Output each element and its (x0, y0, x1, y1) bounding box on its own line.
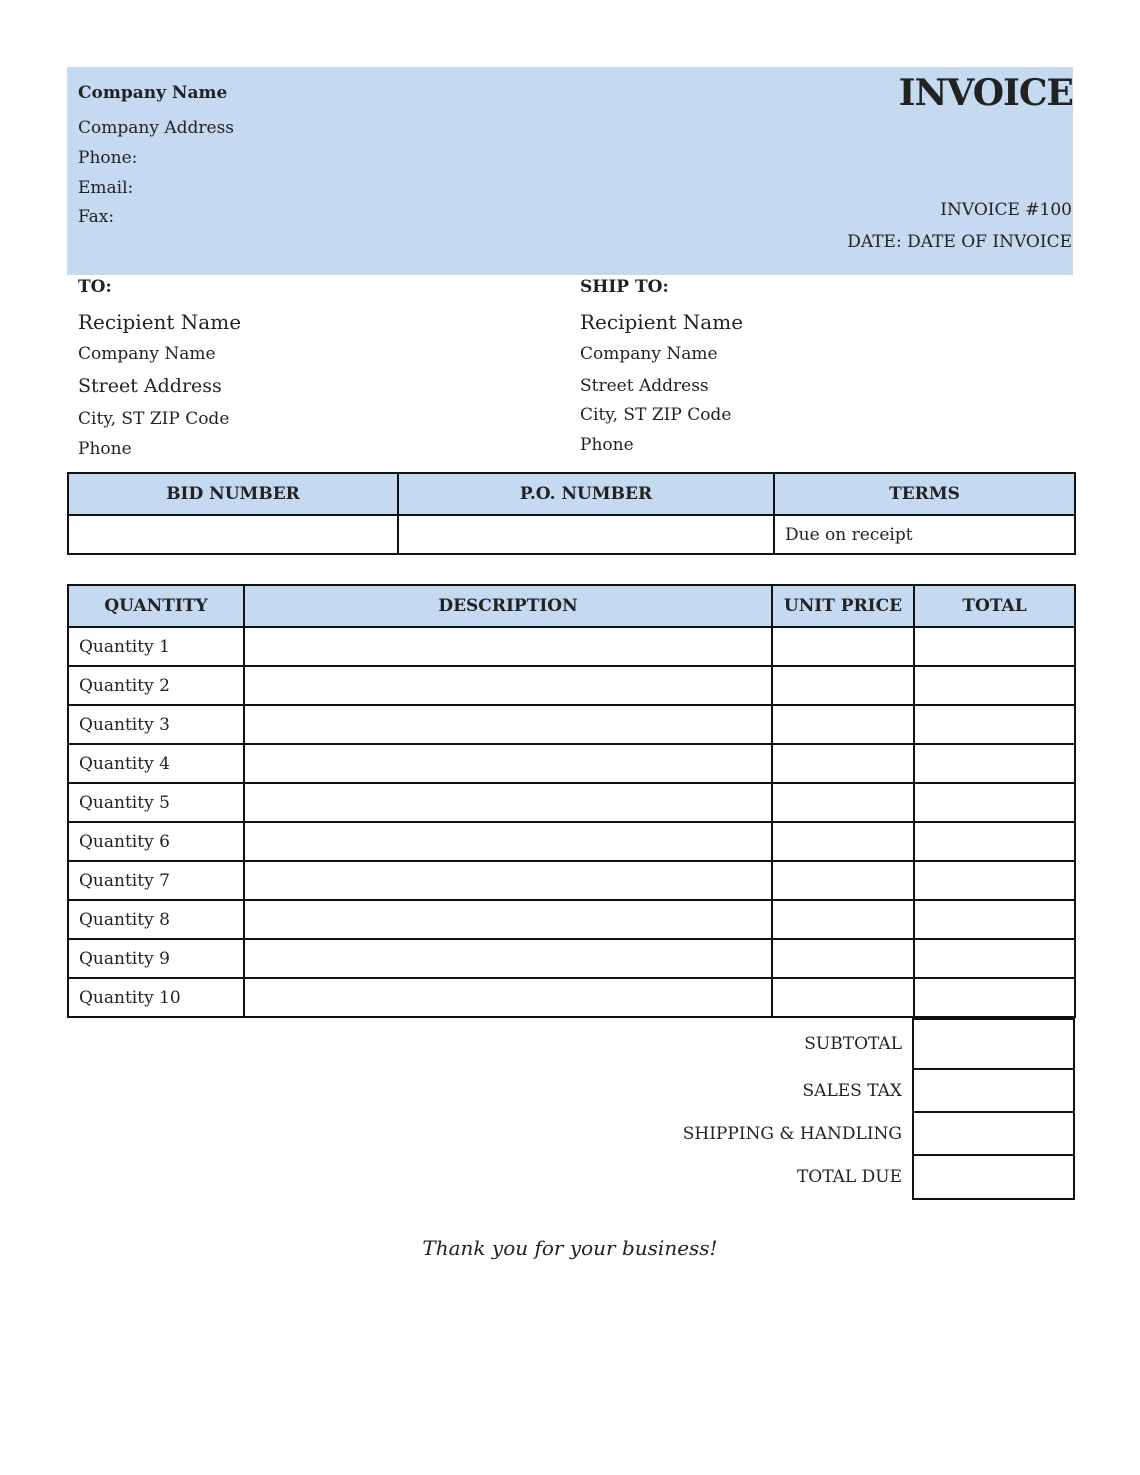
summary-label: SUBTOTAL (804, 1034, 902, 1054)
summary-label: SHIPPING & HANDLING (682, 1123, 902, 1144)
item-unit-price-cell[interactable] (771, 782, 915, 823)
item-quantity-cell[interactable]: Quantity 1 (67, 626, 245, 667)
summary-value[interactable] (912, 1068, 1075, 1113)
quantity-header: QUANTITY (67, 584, 245, 628)
unit-price-header: UNIT PRICE (771, 584, 915, 628)
item-quantity-cell[interactable]: Quantity 8 (67, 899, 245, 940)
item-description-cell[interactable] (243, 743, 773, 784)
item-total-cell[interactable] (913, 821, 1076, 862)
item-description-cell[interactable] (243, 821, 773, 862)
item-total-cell[interactable] (913, 665, 1076, 706)
item-row: Quantity 9 (67, 938, 1076, 979)
item-quantity-cell[interactable]: Quantity 4 (67, 743, 245, 784)
header-band (67, 67, 1073, 275)
item-total-cell[interactable] (913, 899, 1076, 940)
item-total-cell[interactable] (913, 782, 1076, 823)
bill-to-phone: Phone (78, 439, 132, 459)
invoice-title: INVOICE (898, 72, 1074, 114)
item-row: Quantity 6 (67, 821, 1076, 862)
item-total-cell[interactable] (913, 938, 1076, 979)
item-total-cell[interactable] (913, 860, 1076, 901)
summary-row: SUBTOTAL (600, 1018, 1075, 1070)
item-description-cell[interactable] (243, 782, 773, 823)
item-description-cell[interactable] (243, 626, 773, 667)
terms-cell[interactable]: Due on receipt (773, 514, 1076, 555)
item-unit-price-cell[interactable] (771, 860, 915, 901)
item-description-cell[interactable] (243, 977, 773, 1018)
summary-row: TOTAL DUE (600, 1154, 1075, 1200)
total-header: TOTAL (913, 584, 1076, 628)
ship-to-city: City, ST ZIP Code (580, 405, 732, 425)
po-number-cell[interactable] (397, 514, 775, 555)
item-row: Quantity 3 (67, 704, 1076, 745)
item-unit-price-cell[interactable] (771, 665, 915, 706)
item-row: Quantity 4 (67, 743, 1076, 784)
summary-value[interactable] (912, 1111, 1075, 1156)
ship-to-street: Street Address (580, 376, 709, 396)
item-row: Quantity 8 (67, 899, 1076, 940)
summary-label: SALES TAX (802, 1080, 902, 1101)
item-quantity-cell[interactable]: Quantity 5 (67, 782, 245, 823)
bill-to-street: Street Address (78, 375, 222, 397)
item-description-cell[interactable] (243, 860, 773, 901)
item-row: Quantity 2 (67, 665, 1076, 706)
item-unit-price-cell[interactable] (771, 977, 915, 1018)
item-row: Quantity 10 (67, 977, 1076, 1018)
item-total-cell[interactable] (913, 704, 1076, 745)
item-unit-price-cell[interactable] (771, 899, 915, 940)
items-table: QUANTITY DESCRIPTION UNIT PRICE TOTAL Qu… (67, 584, 1076, 1018)
company-address: Company Address (78, 118, 235, 138)
ship-to-phone: Phone (580, 435, 634, 455)
item-unit-price-cell[interactable] (771, 938, 915, 979)
summary-table: SUBTOTAL SALES TAX SHIPPING & HANDLING TOTA… (600, 1018, 1075, 1200)
summary-row: SHIPPING & HANDLING (600, 1111, 1075, 1156)
terms-header: TERMS (773, 472, 1076, 516)
item-total-cell[interactable] (913, 626, 1076, 667)
item-row: Quantity 5 (67, 782, 1076, 823)
company-email: Email: (78, 178, 134, 198)
item-quantity-cell[interactable]: Quantity 2 (67, 665, 245, 706)
invoice-number: INVOICE #100 (940, 200, 1072, 220)
item-quantity-cell[interactable]: Quantity 10 (67, 977, 245, 1018)
ship-to-label: SHIP TO: (580, 277, 669, 297)
company-name: Company Name (78, 83, 228, 103)
item-quantity-cell[interactable]: Quantity 3 (67, 704, 245, 745)
description-header: DESCRIPTION (243, 584, 773, 628)
summary-row: SALES TAX (600, 1068, 1075, 1113)
bill-to-recipient: Recipient Name (78, 310, 242, 334)
invoice-date: DATE: DATE OF INVOICE (847, 232, 1072, 252)
item-description-cell[interactable] (243, 899, 773, 940)
item-unit-price-cell[interactable] (771, 704, 915, 745)
ship-to-recipient: Recipient Name (580, 310, 744, 334)
item-description-cell[interactable] (243, 938, 773, 979)
company-fax: Fax: (78, 207, 115, 227)
item-row: Quantity 1 (67, 626, 1076, 667)
item-description-cell[interactable] (243, 665, 773, 706)
ship-to-company: Company Name (580, 344, 718, 364)
item-unit-price-cell[interactable] (771, 821, 915, 862)
item-unit-price-cell[interactable] (771, 626, 915, 667)
order-info-table: BID NUMBER P.O. NUMBER TERMS Due on rece… (67, 472, 1076, 555)
item-total-cell[interactable] (913, 743, 1076, 784)
item-quantity-cell[interactable]: Quantity 7 (67, 860, 245, 901)
item-unit-price-cell[interactable] (771, 743, 915, 784)
po-number-header: P.O. NUMBER (397, 472, 775, 516)
bill-to-company: Company Name (78, 344, 216, 364)
thank-you-note: Thank you for your business! (422, 1236, 718, 1260)
item-description-cell[interactable] (243, 704, 773, 745)
item-row: Quantity 7 (67, 860, 1076, 901)
item-quantity-cell[interactable]: Quantity 9 (67, 938, 245, 979)
bill-to-city: City, ST ZIP Code (78, 409, 230, 429)
item-quantity-cell[interactable]: Quantity 6 (67, 821, 245, 862)
company-phone: Phone: (78, 148, 138, 168)
item-total-cell[interactable] (913, 977, 1076, 1018)
summary-value[interactable] (912, 1154, 1075, 1200)
summary-label: TOTAL DUE (796, 1167, 902, 1187)
bid-number-header: BID NUMBER (67, 472, 399, 516)
bid-number-cell[interactable] (67, 514, 399, 555)
summary-value[interactable] (912, 1018, 1075, 1070)
bill-to-label: TO: (78, 277, 112, 297)
